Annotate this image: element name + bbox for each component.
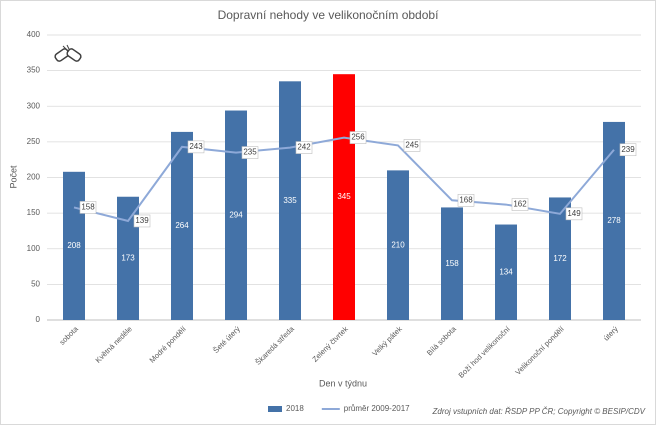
- line-label-box: [133, 214, 151, 228]
- bar: [279, 81, 301, 320]
- bar-value-label: 210: [391, 240, 405, 249]
- line-label-box: [511, 198, 529, 211]
- y-tick-label: 350: [27, 66, 41, 75]
- bar-value-label: 345: [337, 192, 351, 201]
- y-tick-label: 100: [27, 244, 41, 253]
- legend-label: průměr 2009-2017: [344, 404, 410, 413]
- line-label-box: [79, 201, 97, 214]
- line-label-box: [295, 141, 313, 154]
- line-value-label: 168: [459, 195, 473, 204]
- bar: [549, 197, 571, 320]
- line-label-box: [457, 194, 475, 207]
- line-value-label: 242: [297, 143, 311, 152]
- y-tick-label: 50: [31, 279, 40, 288]
- line-value-label: 149: [567, 209, 581, 218]
- legend-label: 2018: [286, 404, 304, 413]
- bar-value-label: 172: [553, 254, 567, 263]
- bar: [495, 224, 517, 320]
- bar-value-label: 264: [175, 221, 189, 230]
- line-value-label: 162: [513, 200, 527, 209]
- line-value-label: 256: [351, 133, 365, 142]
- bar: [603, 121, 625, 320]
- line-label-box: [187, 140, 205, 154]
- y-tick-label: 300: [27, 101, 41, 110]
- line-label-box: [403, 139, 421, 152]
- source-note: Zdroj vstupních dat: ŘSDP PP ČR; Copyrig…: [432, 407, 646, 416]
- bar: [441, 207, 463, 320]
- bar: [171, 131, 193, 320]
- line-value-label: 139: [135, 216, 149, 225]
- y-tick-label: 0: [36, 315, 41, 324]
- bar-value-label: 158: [445, 259, 459, 268]
- x-axis-label: Den v týdnu: [319, 378, 367, 388]
- car-icon: [54, 44, 82, 62]
- bar: [333, 74, 355, 320]
- y-tick-label: 200: [27, 173, 41, 182]
- bar-value-label: 278: [607, 216, 621, 225]
- bar: [387, 170, 409, 320]
- bar-value-label: 294: [229, 210, 243, 219]
- line-label-box: [241, 146, 259, 159]
- bar: [225, 110, 247, 321]
- line-value-label: 245: [405, 141, 419, 150]
- y-axis-label: Počet: [8, 165, 18, 189]
- line-label-box: [349, 131, 367, 144]
- bar-value-label: 173: [121, 253, 135, 262]
- line-value-label: 235: [243, 148, 257, 157]
- y-tick-label: 150: [27, 208, 41, 217]
- line-value-label: 239: [621, 145, 635, 154]
- y-tick-label: 250: [27, 137, 41, 146]
- y-tick-label: 400: [27, 30, 41, 39]
- line-value-label: 243: [189, 142, 203, 151]
- bar-value-label: 134: [499, 267, 513, 276]
- legend-swatch: [268, 406, 282, 412]
- bar: [117, 196, 139, 320]
- line-value-label: 158: [81, 203, 95, 212]
- line-label-box: [565, 207, 583, 221]
- line-label-box: [619, 143, 637, 157]
- bar-value-label: 335: [283, 196, 297, 205]
- bar-value-label: 208: [67, 241, 81, 250]
- chart-title: Dopravní nehody ve velikonočním období: [218, 8, 439, 22]
